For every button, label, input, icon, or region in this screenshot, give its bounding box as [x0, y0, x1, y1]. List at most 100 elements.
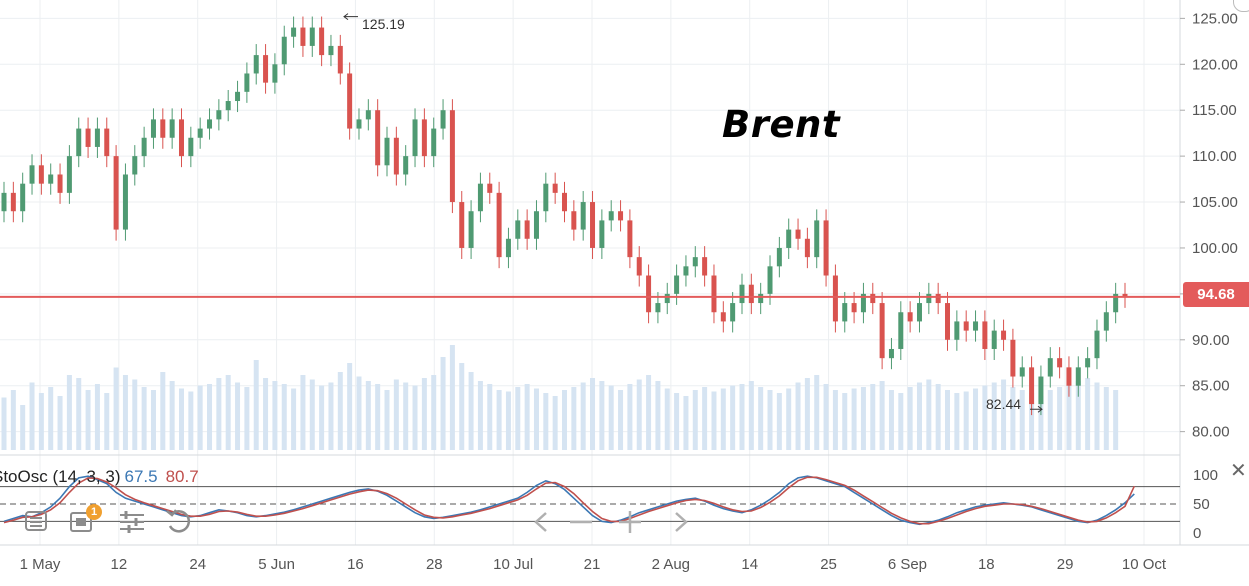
time-tick-label: 5 Jun [258, 556, 295, 573]
volume-bar [85, 390, 91, 450]
candle-body [291, 27, 297, 37]
candle [552, 172, 558, 204]
candle [487, 172, 493, 204]
candle-body [580, 202, 586, 230]
candle-body [533, 211, 539, 239]
volume-bar [814, 375, 820, 450]
candle-body [122, 174, 128, 230]
candle-body [356, 119, 362, 129]
volume-bar [487, 384, 493, 450]
candle [207, 108, 213, 140]
candle-body [505, 238, 511, 258]
candle-body [832, 275, 838, 322]
candle [907, 301, 913, 333]
volume-bar [253, 360, 259, 450]
corner-control[interactable] [1233, 0, 1249, 12]
volume-bar [337, 372, 343, 450]
candle-body [954, 321, 960, 340]
price-tick-label: 100.00 [1192, 240, 1238, 257]
candle [580, 191, 586, 241]
volume-bar [291, 388, 297, 450]
volume-bar [963, 391, 969, 450]
candle [449, 99, 455, 214]
low-marker-label: 82.44 [986, 396, 1022, 412]
volume-bar [646, 375, 652, 450]
volume-bar [898, 393, 904, 450]
indicator-name: StoOsc (14, 3, 3) [0, 467, 121, 486]
candle [758, 282, 764, 315]
close-indicator-icon[interactable]: ✕ [1230, 460, 1247, 482]
volume-bar [1, 397, 7, 450]
candle [412, 108, 418, 168]
volume-bar [674, 393, 680, 450]
candle-body [870, 293, 876, 304]
minus-icon[interactable] [568, 510, 594, 540]
candle-body [674, 275, 680, 294]
volume-bar [580, 382, 586, 450]
price-tick-label: 125.00 [1192, 10, 1238, 27]
candle [515, 209, 521, 250]
volume-bar [57, 396, 63, 450]
candle [477, 172, 483, 223]
volume-bar [711, 391, 717, 450]
candle-body [702, 257, 708, 276]
volume-bar [76, 378, 82, 450]
layers-icon[interactable] [70, 510, 94, 538]
candle-body [281, 36, 287, 65]
candle [253, 44, 259, 85]
candle-body [935, 293, 941, 304]
plus-icon[interactable] [617, 510, 643, 540]
candle [935, 282, 941, 315]
candle [571, 200, 577, 241]
volume-bar [309, 379, 315, 450]
candle [197, 117, 203, 149]
candle-body [795, 229, 801, 239]
volume-bar [496, 390, 502, 450]
volume-bar [141, 387, 147, 450]
candle [104, 117, 110, 168]
candle-body [804, 238, 810, 258]
stochastic-d-line [3, 476, 1136, 525]
volume-bar [842, 393, 848, 450]
candle [860, 282, 866, 324]
list-icon[interactable] [25, 510, 47, 538]
current-price-tag: 94.68 [1183, 282, 1249, 307]
candle-body [786, 229, 792, 248]
volume-bar [823, 384, 829, 450]
volume-bar [786, 388, 792, 450]
candle [20, 172, 26, 223]
back-icon[interactable] [530, 510, 554, 540]
volume-bar [1057, 387, 1063, 450]
candle-body [113, 156, 119, 230]
sliders-icon[interactable] [118, 510, 146, 540]
candle-body [393, 137, 399, 175]
candle [776, 236, 782, 278]
forward-icon[interactable] [670, 510, 694, 540]
candle [608, 200, 614, 232]
indicator-legend[interactable]: StoOsc (14, 3, 3) 67.5 80.7 [0, 467, 199, 487]
candle-body [421, 119, 427, 157]
volume-bars [1, 345, 1119, 450]
candle [1047, 347, 1053, 388]
undo-icon[interactable] [164, 508, 194, 542]
candle-body [562, 192, 567, 212]
layers-badge: 1 [86, 504, 102, 520]
volume-bar [1001, 379, 1007, 450]
candle-body [1019, 367, 1025, 377]
candle-body [132, 156, 138, 175]
volume-bar [655, 381, 661, 450]
volume-bar [132, 379, 138, 450]
candle-body [543, 183, 549, 212]
candle-body [1075, 367, 1081, 386]
volume-bar [440, 357, 446, 450]
volume-bar [122, 375, 128, 450]
price-tick-label: 80.00 [1192, 424, 1230, 441]
time-axis: 1 May 12 24 5 Jun 16 28 10 Jul 21 2 Aug 14 25 6 Sep… [20, 556, 1167, 573]
volume-bar [38, 393, 44, 450]
candle [1103, 301, 1109, 342]
candle [122, 163, 128, 241]
candle [421, 108, 427, 168]
volume-bar [702, 387, 708, 450]
candle-body [608, 211, 614, 221]
